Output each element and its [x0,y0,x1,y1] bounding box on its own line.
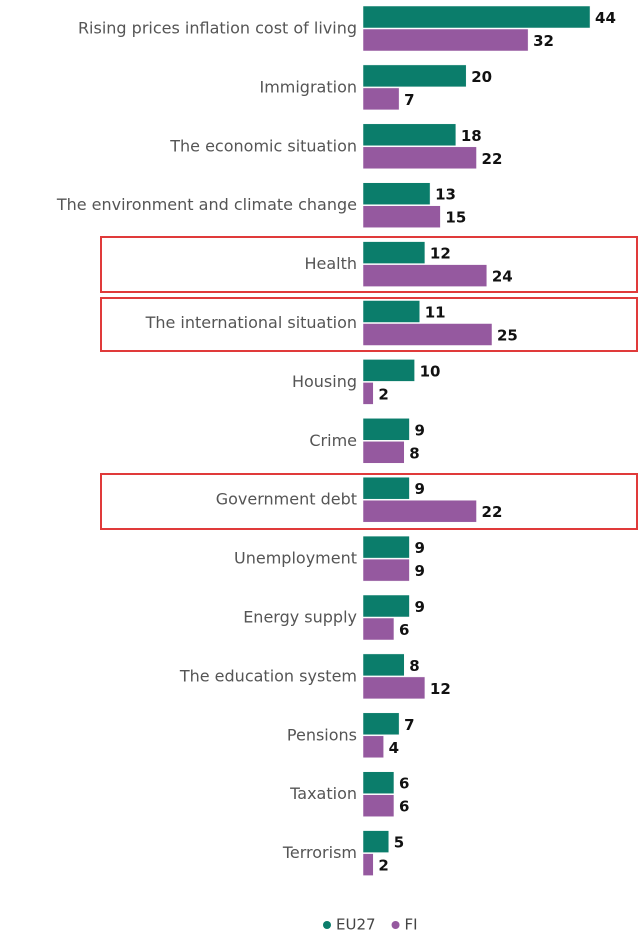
value-label: 2 [378,385,388,403]
category-label: The economic situation [169,136,357,155]
bar [362,182,431,205]
bar [362,64,467,88]
value-label: 18 [461,127,482,145]
value-label: 6 [399,775,409,793]
category-label: Energy supply [243,608,357,627]
category-label: Terrorism [282,843,357,862]
value-label: 7 [404,716,414,734]
value-label: 22 [482,150,503,168]
bar [362,735,384,759]
bar [362,476,410,500]
category-label: Taxation [289,784,357,803]
category-label: The environment and climate change [56,195,357,214]
category-label: Housing [292,372,357,391]
bar [362,28,529,52]
category-label: The education system [179,666,357,685]
bar [362,712,400,736]
value-label: 6 [399,621,409,639]
highlight-box [100,297,638,352]
bar [362,676,426,700]
value-label: 44 [595,9,616,27]
highlight-box [100,236,638,293]
value-label: 8 [409,444,419,462]
value-label: 20 [471,68,492,86]
value-label: 11 [425,304,446,322]
bar [362,418,410,441]
bar [362,5,591,29]
value-label: 9 [414,480,424,498]
value-label: 4 [389,739,399,757]
category-label: Pensions [287,725,357,744]
value-label: 5 [394,834,404,852]
bar [362,241,426,264]
bar [362,264,488,287]
bar [362,146,477,170]
bar [362,441,405,464]
bar [362,853,374,876]
category-label: The international situation [145,313,357,332]
value-label: 12 [430,680,451,698]
bar [362,382,374,405]
value-label: 24 [492,268,513,286]
bar [362,617,395,641]
bar [362,323,493,346]
category-label: Health [304,254,357,273]
value-label: 2 [378,857,388,875]
bar [362,830,390,853]
value-label: 9 [414,598,424,616]
category-label: Immigration [259,77,357,96]
value-label: 25 [497,327,518,345]
bar [362,653,405,677]
category-label: Rising prices inflation cost of living [78,19,357,38]
bar [362,205,441,228]
value-label: 15 [445,209,466,227]
category-label: Unemployment [234,549,357,568]
value-label: 32 [533,32,554,50]
legend-label: EU27 [336,916,376,932]
bar [362,535,410,559]
value-label: 8 [409,657,419,675]
bar [362,794,395,817]
value-label: 7 [404,91,414,109]
value-label: 22 [482,503,503,521]
value-label: 6 [399,798,409,816]
category-label: Government debt [216,490,357,509]
bar [362,359,415,382]
bar [362,123,457,147]
bar [362,594,410,618]
highlight-box [100,473,638,530]
value-label: 9 [414,562,424,580]
bar [362,300,421,323]
bar [362,499,477,523]
value-label: 9 [414,421,424,439]
bar [362,558,410,582]
legend-label: FI [405,916,418,932]
legend-marker [391,921,400,929]
value-label: 12 [430,245,451,263]
value-label: 10 [420,362,441,380]
bar [362,771,395,794]
value-label: 9 [414,539,424,557]
category-label: Crime [309,431,357,450]
bar [362,87,400,111]
value-label: 13 [435,186,456,204]
legend-marker [323,921,331,929]
